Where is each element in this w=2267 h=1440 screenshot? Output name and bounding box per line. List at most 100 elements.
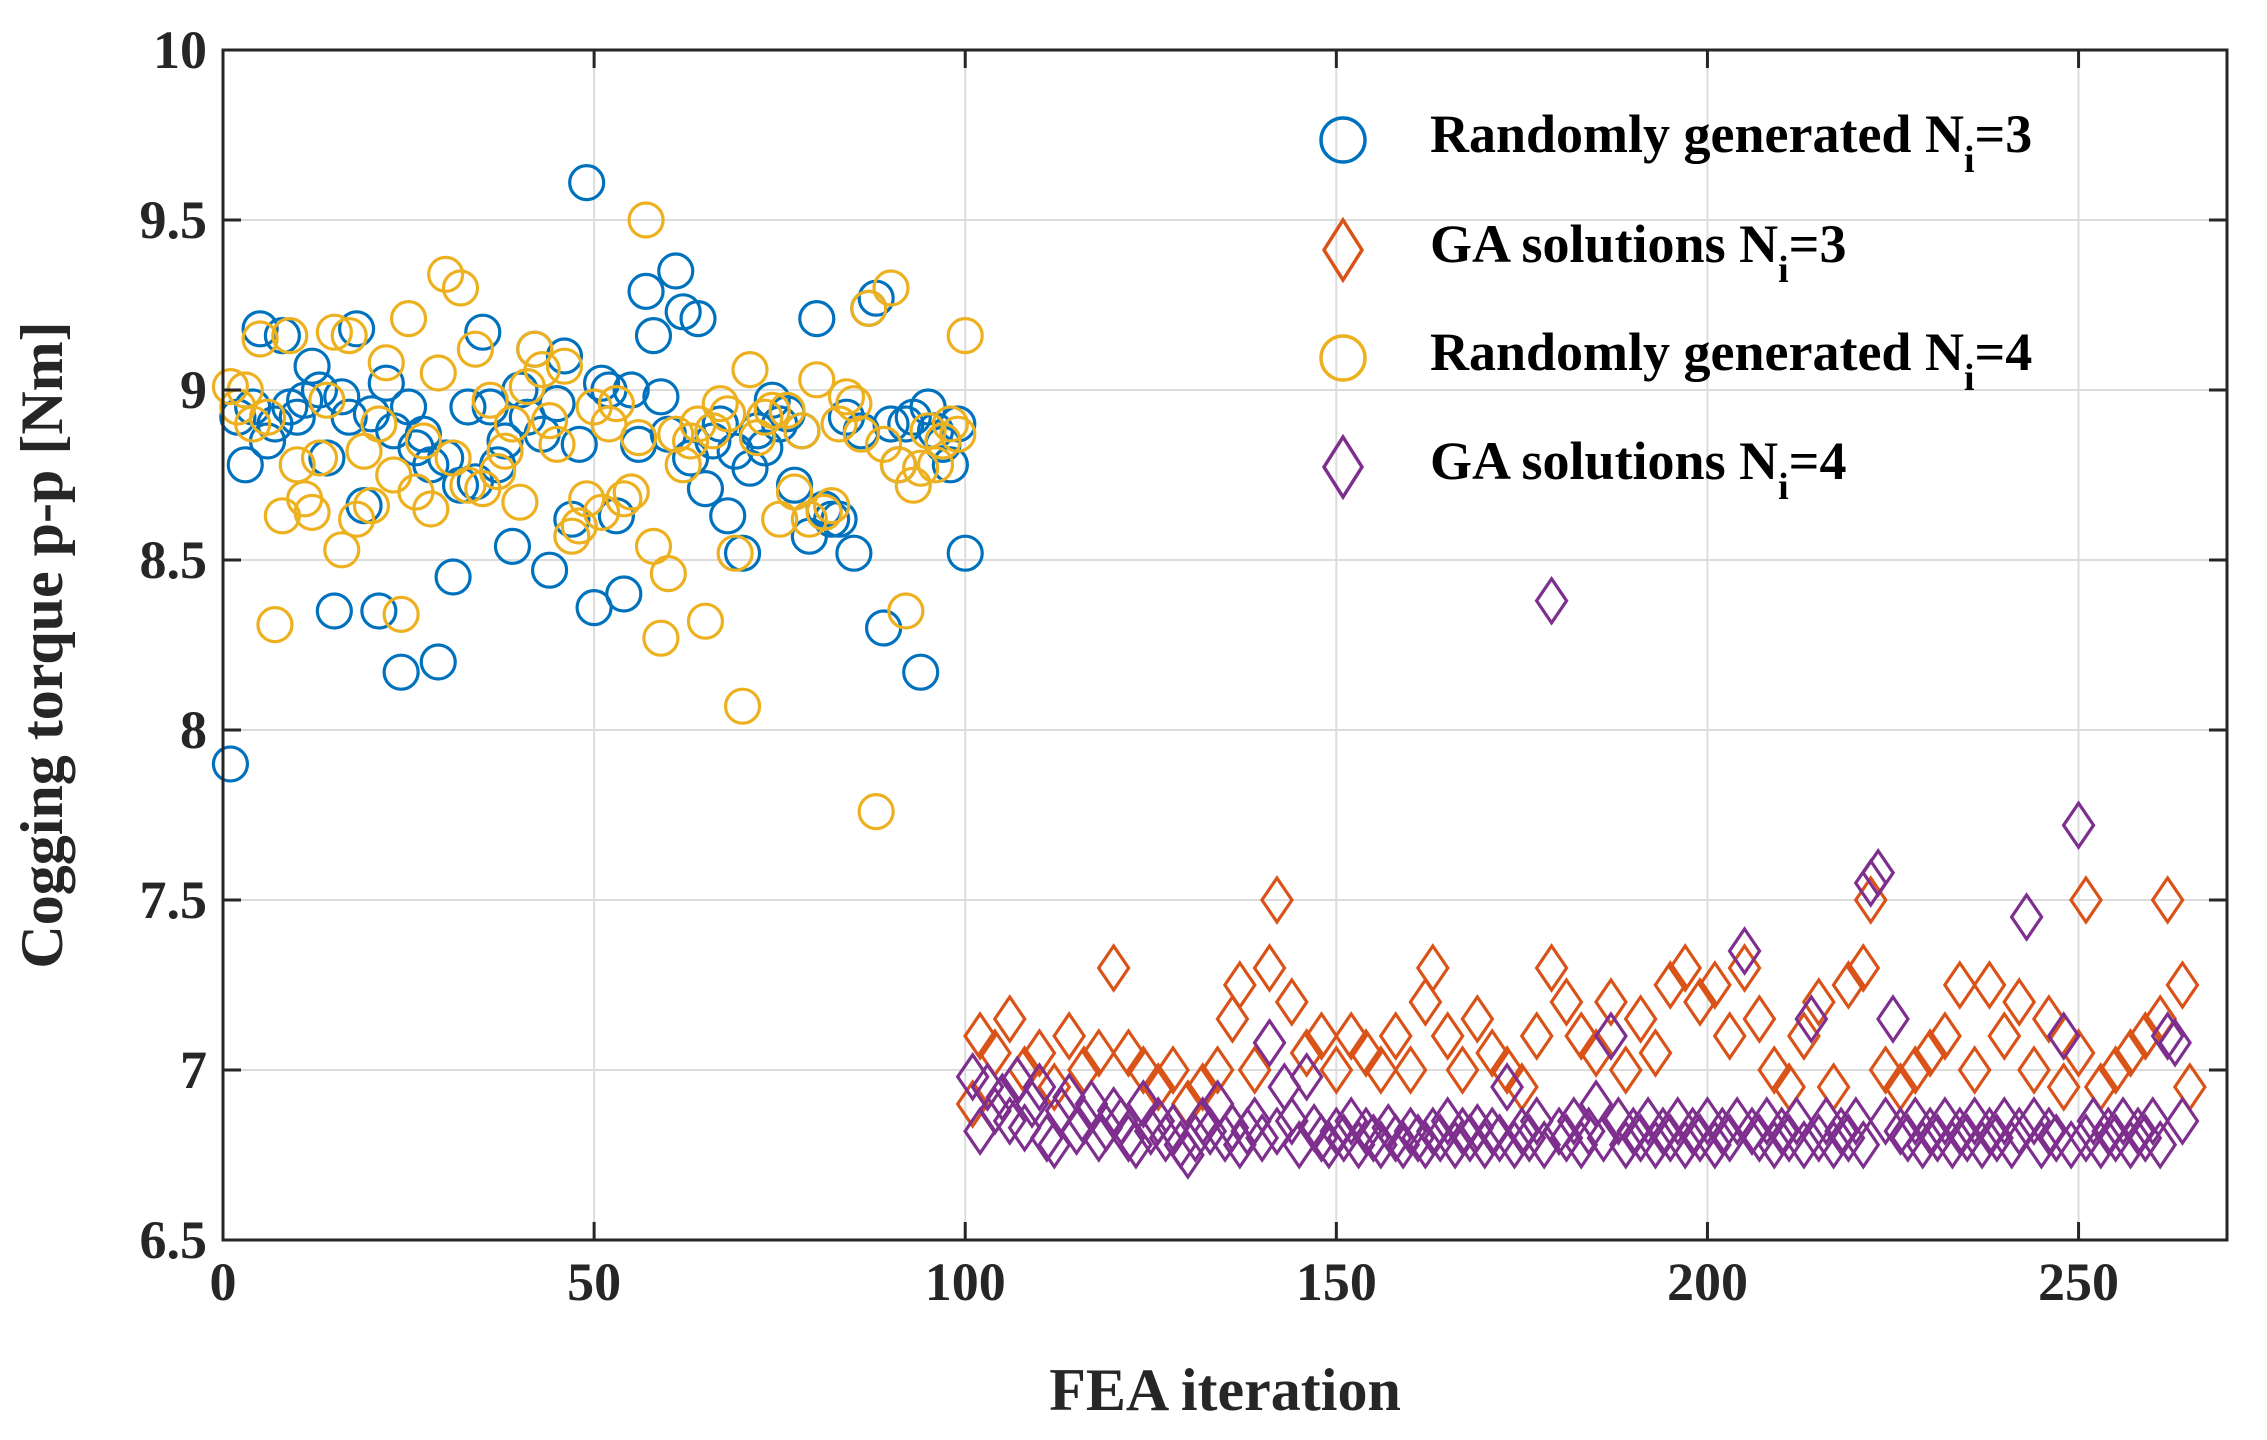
data-point (560, 425, 598, 463)
data-point (2046, 1011, 2081, 1061)
plot-frame (221, 48, 2229, 1242)
data-point (1081, 1113, 1116, 1163)
data-point (1853, 858, 1888, 908)
data-point (1913, 1028, 1948, 1078)
data-point (1824, 1106, 1858, 1157)
data-point (671, 422, 710, 460)
data-point (1274, 1096, 1309, 1146)
x-tick-label: 100 (925, 1252, 1006, 1312)
data-point (300, 371, 339, 409)
data-point (686, 602, 725, 640)
data-point (1393, 1106, 1428, 1157)
data-point (241, 320, 279, 358)
data-point (352, 487, 391, 525)
data-point (2098, 1045, 2133, 1095)
data-point (582, 493, 621, 532)
data-point (1668, 1119, 1703, 1170)
data-point (679, 300, 717, 338)
data-point (2017, 1045, 2051, 1095)
data-point (731, 351, 769, 389)
data-point (1883, 1106, 1918, 1157)
data-point (902, 449, 940, 487)
data-point (768, 391, 806, 429)
data-point (798, 300, 836, 338)
data-point (1519, 1096, 1554, 1146)
data-point (1378, 1011, 1413, 1061)
data-point (1029, 1113, 1064, 1163)
y-tick-label: 10 (153, 20, 207, 80)
data-point (1118, 1119, 1153, 1170)
data-point (568, 480, 606, 518)
data-point (2150, 875, 2185, 925)
data-point (1594, 1011, 1628, 1061)
data-point (560, 507, 598, 545)
data-point (753, 391, 791, 429)
data-point (1586, 1113, 1621, 1163)
data-point (723, 687, 762, 725)
data-point (553, 500, 591, 538)
legend-label-ga-ni3: GA solutions Ni=3 (1430, 214, 1846, 291)
data-point (835, 534, 873, 572)
data-point (211, 745, 250, 783)
data-point (798, 361, 836, 399)
data-point (2061, 800, 2096, 851)
data-point (1015, 1079, 1049, 1129)
data-point (1638, 1119, 1673, 1170)
data-point (1052, 1011, 1087, 1061)
data-point (1126, 1045, 1161, 1095)
data-point (1764, 1106, 1799, 1157)
data-point (1386, 1119, 1421, 1170)
y-tick-label: 8 (180, 700, 207, 760)
legend-label-random-ni4: Randomly generated Ni=4 (1430, 322, 2032, 399)
data-point (1408, 1119, 1443, 1170)
data-point (931, 405, 969, 443)
data-point (1215, 994, 1250, 1044)
data-point (575, 588, 613, 627)
data-point (1260, 875, 1294, 925)
data-point (2158, 1017, 2192, 1068)
data-point (1304, 1113, 1339, 1163)
data-point (1490, 1062, 1524, 1112)
data-point (686, 470, 725, 508)
data-point (1549, 977, 1584, 1027)
data-point (850, 289, 888, 327)
data-point (412, 490, 450, 528)
data-point (2009, 892, 2044, 942)
data-point (1712, 1011, 1747, 1061)
legend-marker-random-ni3 (1319, 116, 1367, 164)
data-point (211, 368, 250, 406)
data-point (1289, 1028, 1324, 1078)
data-point (1282, 1119, 1317, 1170)
data-point (1757, 1119, 1792, 1170)
legend-marker-random-ni4 (1319, 334, 1367, 382)
data-point (1185, 1062, 1220, 1112)
data-point (278, 398, 316, 436)
x-tick-label: 250 (2038, 1252, 2119, 1312)
data-point (1957, 1045, 1992, 1095)
data-point (716, 534, 754, 572)
legend-marker-ga-ni4 (1321, 433, 1365, 501)
data-point (367, 344, 405, 382)
data-point (1170, 1130, 1205, 1180)
data-point (2165, 960, 2200, 1010)
gridlines (223, 50, 2227, 1240)
data-point (1705, 1106, 1740, 1157)
data-point (1497, 1119, 1532, 1170)
data-point (612, 371, 650, 409)
data-point (1735, 1106, 1769, 1157)
data-point (1675, 1106, 1710, 1157)
data-point (1237, 1096, 1272, 1146)
data-point (1467, 1119, 1502, 1170)
data-point (1786, 1119, 1821, 1170)
data-point (1942, 960, 1977, 1010)
legend-entry-ga-ni3: GA solutions Ni=3 (1321, 214, 1846, 291)
data-point (1237, 1045, 1272, 1095)
data-point (1638, 1028, 1673, 1078)
data-point (2046, 1062, 2081, 1112)
data-point (627, 201, 665, 239)
data-point (1022, 1028, 1057, 1078)
data-point (338, 310, 376, 348)
data-point (530, 402, 569, 440)
data-point (1200, 1045, 1235, 1095)
data-point (1334, 1011, 1369, 1061)
